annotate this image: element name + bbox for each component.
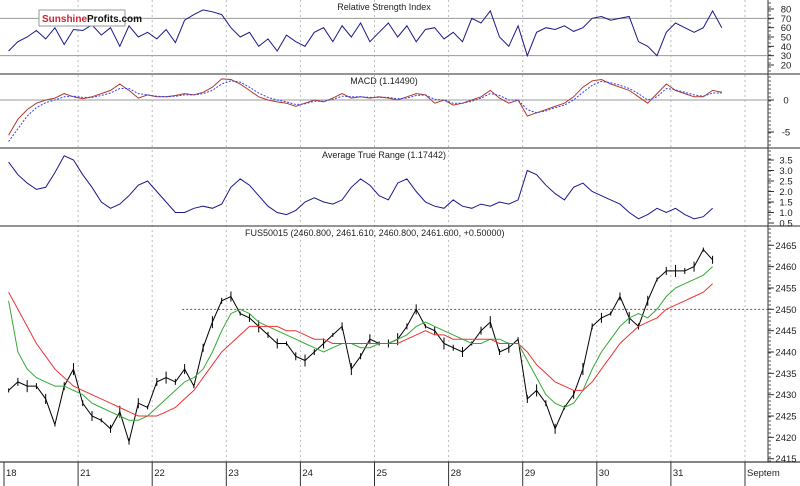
- y-tick-label: 2450: [775, 305, 796, 316]
- x-tick-label: 28: [451, 468, 462, 479]
- y-tick-label: 50: [781, 33, 792, 44]
- y-tick-label: 2430: [775, 390, 796, 401]
- x-tick-label: 31: [673, 468, 684, 479]
- x-tick-label: 23: [228, 468, 239, 479]
- y-tick-label: 0: [783, 96, 788, 107]
- logo-profits: Profits.com: [87, 14, 142, 25]
- panel-title: MACD (1.14490): [350, 76, 418, 86]
- panel-title: Relative Strength Index: [337, 2, 431, 12]
- series-line-2: [8, 283, 713, 417]
- x-tick-label: 24: [302, 468, 313, 479]
- y-tick-label: 30: [781, 51, 792, 62]
- grid: [77, 0, 746, 462]
- y-tick-label: 20: [781, 61, 792, 72]
- series-line-0: [8, 155, 713, 220]
- y-tick-label: 2455: [775, 283, 796, 294]
- panel-title: Average True Range (1.17442): [322, 150, 446, 160]
- x-tick-label: 22: [154, 468, 165, 479]
- y-tick-label: 60: [781, 23, 792, 34]
- x-tick-label: Septem: [747, 468, 780, 479]
- series-line-0: [8, 78, 722, 136]
- y-tick-label: 2445: [775, 326, 796, 337]
- x-axis: 18 21 22 23 24 25 28 29 30 31 Septem: [0, 461, 800, 486]
- x-tick-label: 18: [6, 468, 17, 479]
- x-tick-label: 29: [525, 468, 536, 479]
- series-line-0: [8, 248, 713, 444]
- y-tick-label: 2465: [775, 241, 796, 252]
- logo-sunshine: Sunshine: [42, 14, 87, 25]
- logo: SunshineProfits.com: [38, 9, 142, 27]
- y-tick-label: 1.5: [779, 198, 792, 209]
- y-tick-label: 3.5: [779, 156, 792, 167]
- y-tick-label: 2415: [775, 454, 796, 465]
- y-tick-label: 2420: [775, 433, 796, 444]
- x-tick-label: 30: [599, 468, 610, 479]
- y-tick-label: 2440: [775, 348, 796, 359]
- y-tick-label: 2425: [775, 412, 796, 423]
- svg-text:SunshineProfits.com: SunshineProfits.com: [42, 14, 142, 25]
- y-tick-label: 2460: [775, 262, 796, 273]
- x-tick-label: 25: [377, 468, 388, 479]
- y-tick-label: 1.0: [779, 208, 792, 219]
- x-tick-label: 21: [80, 468, 91, 479]
- series-line-1: [8, 266, 713, 421]
- panel-3: 2415 2420 2425 2430 2435 2440 2445 2450 2455 2460…: [0, 226, 800, 465]
- y-tick-label: 70: [781, 14, 792, 25]
- series-line-0: [8, 9, 723, 58]
- y-tick-label: 2.5: [779, 177, 792, 188]
- y-tick-label: 2.0: [779, 187, 792, 198]
- y-tick-label: 40: [781, 42, 792, 53]
- y-tick-label: 3.0: [779, 166, 792, 177]
- series-line-1: [8, 80, 722, 142]
- y-tick-label: 80: [781, 5, 792, 16]
- y-tick-label: -5: [782, 128, 790, 139]
- y-tick-label: 2435: [775, 369, 796, 380]
- panel-1: 0 -5 MACD (1.14490): [0, 74, 800, 149]
- y-tick-label: 0.5: [779, 219, 792, 230]
- panel-2: 0.51.01.52.02.53.03.5 Average True Range …: [0, 148, 800, 230]
- panel-title: FUS50015 (2460.800, 2461.610, 2460.800, …: [245, 228, 504, 238]
